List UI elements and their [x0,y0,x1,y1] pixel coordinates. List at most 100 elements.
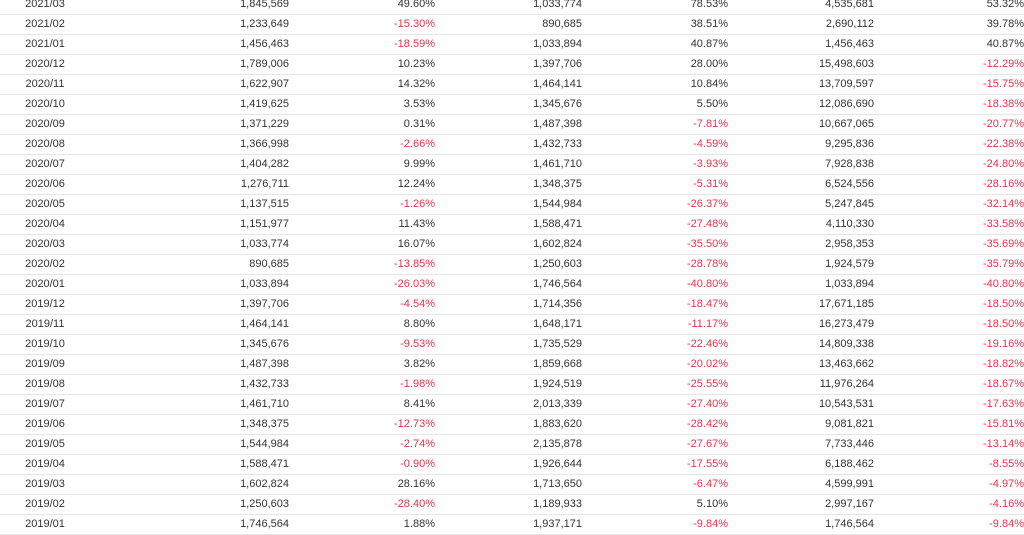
change-a-cell: -12.73% [289,414,435,435]
change-a-cell: 12.24% [289,174,435,195]
value-b-cell: 1,345,676 [435,94,582,115]
table-row: 2019/02 1,250,603 -28.40% 1,189,933 5.10% 2,9… [0,494,1024,515]
month-cell: 2019/08 [0,374,90,395]
value-b-cell: 1,588,471 [435,214,582,235]
value-a-cell: 1,397,706 [90,294,289,315]
cumulative-change-cell: -18.82% [874,354,1024,375]
change-b-cell: -11.17% [582,314,728,335]
cumulative-cell: 6,524,556 [728,174,874,195]
cumulative-change-cell: 53.32% [874,0,1024,15]
value-b-cell: 890,685 [435,14,582,35]
value-b-cell: 1,883,620 [435,414,582,435]
table-row: 2021/02 1,233,649 -15.30% 890,685 38.51% 2,69… [0,14,1024,35]
value-a-cell: 1,151,977 [90,214,289,235]
cumulative-change-cell: -24.80% [874,154,1024,175]
value-a-cell: 1,602,824 [90,474,289,495]
value-a-cell: 1,456,463 [90,34,289,55]
cumulative-cell: 17,671,185 [728,294,874,315]
cumulative-cell: 9,295,836 [728,134,874,155]
change-b-cell: 10.84% [582,74,728,95]
table-row: 2019/08 1,432,733 -1.98% 1,924,519 -25.55% 11… [0,374,1024,395]
month-cell: 2020/11 [0,74,90,95]
month-cell: 2019/07 [0,394,90,415]
change-a-cell: -0.90% [289,454,435,475]
table-row: 2020/03 1,033,774 16.07% 1,602,824 -35.50% 2,… [0,234,1024,255]
month-cell: 2020/05 [0,194,90,215]
month-cell: 2021/01 [0,34,90,55]
table-row: 2019/09 1,487,398 3.82% 1,859,668 -20.02% 13,… [0,354,1024,375]
value-a-cell: 890,685 [90,254,289,275]
month-cell: 2019/11 [0,314,90,335]
value-a-cell: 1,033,774 [90,234,289,255]
cumulative-cell: 4,110,330 [728,214,874,235]
value-b-cell: 1,926,644 [435,454,582,475]
change-a-cell: -13.85% [289,254,435,275]
month-cell: 2020/06 [0,174,90,195]
cumulative-cell: 7,928,838 [728,154,874,175]
table-row: 2021/03 1,845,569 49.60% 1,033,774 78.53% 4,5… [0,0,1024,15]
value-b-cell: 1,487,398 [435,114,582,135]
table-row: 2019/12 1,397,706 -4.54% 1,714,356 -18.47% 17… [0,294,1024,315]
value-b-cell: 1,033,774 [435,0,582,15]
table-row: 2019/10 1,345,676 -9.53% 1,735,529 -22.46% 14… [0,334,1024,355]
value-a-cell: 1,487,398 [90,354,289,375]
table-row: 2020/02 890,685 -13.85% 1,250,603 -28.78% 1,9… [0,254,1024,275]
change-a-cell: -4.54% [289,294,435,315]
value-b-cell: 1,602,824 [435,234,582,255]
month-cell: 2019/05 [0,434,90,455]
cumulative-change-cell: -22.38% [874,134,1024,155]
table-row: 2020/06 1,276,711 12.24% 1,348,375 -5.31% 6,5… [0,174,1024,195]
table-row: 2020/07 1,404,282 9.99% 1,461,710 -3.93% 7,92… [0,154,1024,175]
cumulative-cell: 6,188,462 [728,454,874,475]
cumulative-change-cell: -19.16% [874,334,1024,355]
cumulative-cell: 12,086,690 [728,94,874,115]
value-b-cell: 1,397,706 [435,54,582,75]
cumulative-change-cell: -15.81% [874,414,1024,435]
cumulative-cell: 5,247,845 [728,194,874,215]
value-b-cell: 2,135,878 [435,434,582,455]
table-row: 2019/03 1,602,824 28.16% 1,713,650 -6.47% 4,5… [0,474,1024,495]
cumulative-change-cell: -18.38% [874,94,1024,115]
cumulative-cell: 1,746,564 [728,514,874,535]
change-b-cell: -35.50% [582,234,728,255]
change-a-cell: -9.53% [289,334,435,355]
table-row: 2020/10 1,419,625 3.53% 1,345,676 5.50% 12,08… [0,94,1024,115]
change-a-cell: 16.07% [289,234,435,255]
value-b-cell: 1,461,710 [435,154,582,175]
value-a-cell: 1,276,711 [90,174,289,195]
month-cell: 2019/09 [0,354,90,375]
cumulative-cell: 9,081,821 [728,414,874,435]
change-b-cell: 28.00% [582,54,728,75]
value-a-cell: 1,371,229 [90,114,289,135]
change-a-cell: 9.99% [289,154,435,175]
cumulative-cell: 1,924,579 [728,254,874,275]
value-a-cell: 1,588,471 [90,454,289,475]
change-b-cell: -5.31% [582,174,728,195]
value-a-cell: 1,366,998 [90,134,289,155]
month-cell: 2019/06 [0,414,90,435]
value-a-cell: 1,348,375 [90,414,289,435]
cumulative-cell: 1,033,894 [728,274,874,295]
change-a-cell: -15.30% [289,14,435,35]
value-b-cell: 1,746,564 [435,274,582,295]
change-a-cell: 49.60% [289,0,435,15]
value-b-cell: 1,432,733 [435,134,582,155]
cumulative-cell: 1,456,463 [728,34,874,55]
value-b-cell: 1,924,519 [435,374,582,395]
cumulative-change-cell: -18.67% [874,374,1024,395]
change-a-cell: -1.26% [289,194,435,215]
value-b-cell: 1,714,356 [435,294,582,315]
value-b-cell: 1,033,894 [435,34,582,55]
month-cell: 2019/04 [0,454,90,475]
month-cell: 2019/01 [0,514,90,535]
value-a-cell: 1,419,625 [90,94,289,115]
cumulative-cell: 16,273,479 [728,314,874,335]
cumulative-change-cell: -35.69% [874,234,1024,255]
cumulative-change-cell: -17.63% [874,394,1024,415]
cumulative-change-cell: -35.79% [874,254,1024,275]
value-b-cell: 1,348,375 [435,174,582,195]
cumulative-change-cell: -18.50% [874,314,1024,335]
table-row: 2020/04 1,151,977 11.43% 1,588,471 -27.48% 4,… [0,214,1024,235]
change-b-cell: -28.42% [582,414,728,435]
cumulative-cell: 14,809,338 [728,334,874,355]
